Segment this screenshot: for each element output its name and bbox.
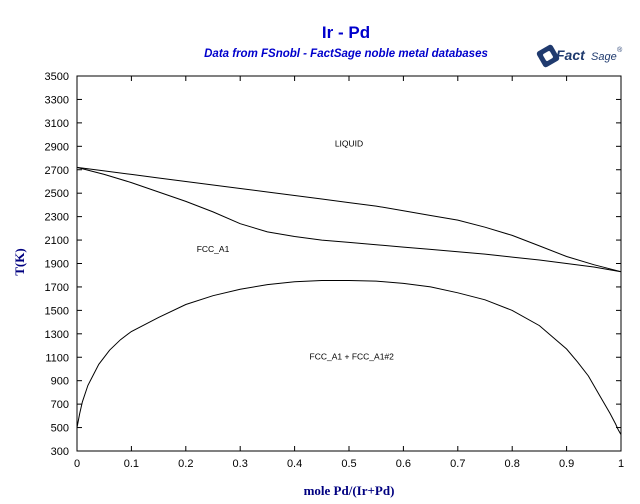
- y-tick-label: 700: [51, 399, 69, 411]
- region-label-liquid: LIQUID: [335, 138, 363, 148]
- factsage-logo-registered: ®: [617, 46, 623, 54]
- curves: [76, 166, 622, 435]
- x-tick-label: 0.8: [505, 458, 520, 470]
- y-tick-label: 500: [51, 423, 69, 435]
- factsage-logo: Fact Sage ®: [536, 44, 623, 68]
- solidus-line: [76, 166, 622, 273]
- x-tick-label: 0.1: [124, 458, 139, 470]
- y-tick-label: 2500: [45, 188, 69, 200]
- y-tick-label: 2300: [45, 212, 69, 224]
- y-tick-label: 2100: [45, 235, 69, 247]
- y-tick-label: 2700: [45, 165, 69, 177]
- x-tick-label: 0.7: [450, 458, 465, 470]
- miscibility-gap-line: [76, 280, 622, 435]
- y-tick-label: 300: [51, 446, 69, 458]
- x-tick-label: 0.5: [341, 458, 356, 470]
- x-tick-label: 0.4: [287, 458, 302, 470]
- y-tick-label: 1700: [45, 282, 69, 294]
- y-tick-label: 3300: [45, 94, 69, 106]
- plot-frame: [76, 75, 622, 452]
- y-tick-label: 3100: [45, 118, 69, 130]
- chart-subtitle: Data from FSnobl - FactSage noble metal …: [204, 48, 488, 60]
- x-tick-label: 0.6: [396, 458, 411, 470]
- x-tick-label: 0.9: [559, 458, 574, 470]
- y-tick-label: 1500: [45, 305, 69, 317]
- factsage-logo-text-small: Sage: [591, 51, 617, 63]
- x-tick-label: 1: [618, 458, 624, 470]
- chart-title: Ir - Pd: [322, 23, 370, 42]
- liquidus-line: [76, 166, 622, 273]
- x-tick-label: 0: [74, 458, 80, 470]
- region-label-two-phase: FCC_A1 + FCC_A1#2: [310, 352, 395, 362]
- y-tick-label: 3500: [45, 71, 69, 83]
- factsage-logo-text: Fact: [556, 47, 586, 63]
- x-tick-label: 0.2: [178, 458, 193, 470]
- x-axis-label: mole Pd/(Ir+Pd): [304, 483, 395, 498]
- y-axis-label: T(K): [12, 248, 27, 275]
- y-tick-label: 1100: [45, 352, 69, 364]
- region-label-fcc: FCC_A1: [197, 244, 230, 254]
- region-labels: LIQUID FCC_A1 FCC_A1 + FCC_A1#2: [197, 138, 394, 361]
- y-tick-label: 1300: [45, 329, 69, 341]
- x-tick-label: 0.3: [233, 458, 248, 470]
- y-tick-label: 2900: [45, 141, 69, 153]
- y-tick-label: 1900: [45, 259, 69, 271]
- axes: 0 0.1 0.2 0.3 0.4 0.5 0.6 0.7 0.8 0.9 130050070090…: [45, 71, 625, 470]
- y-tick-label: 900: [51, 376, 69, 388]
